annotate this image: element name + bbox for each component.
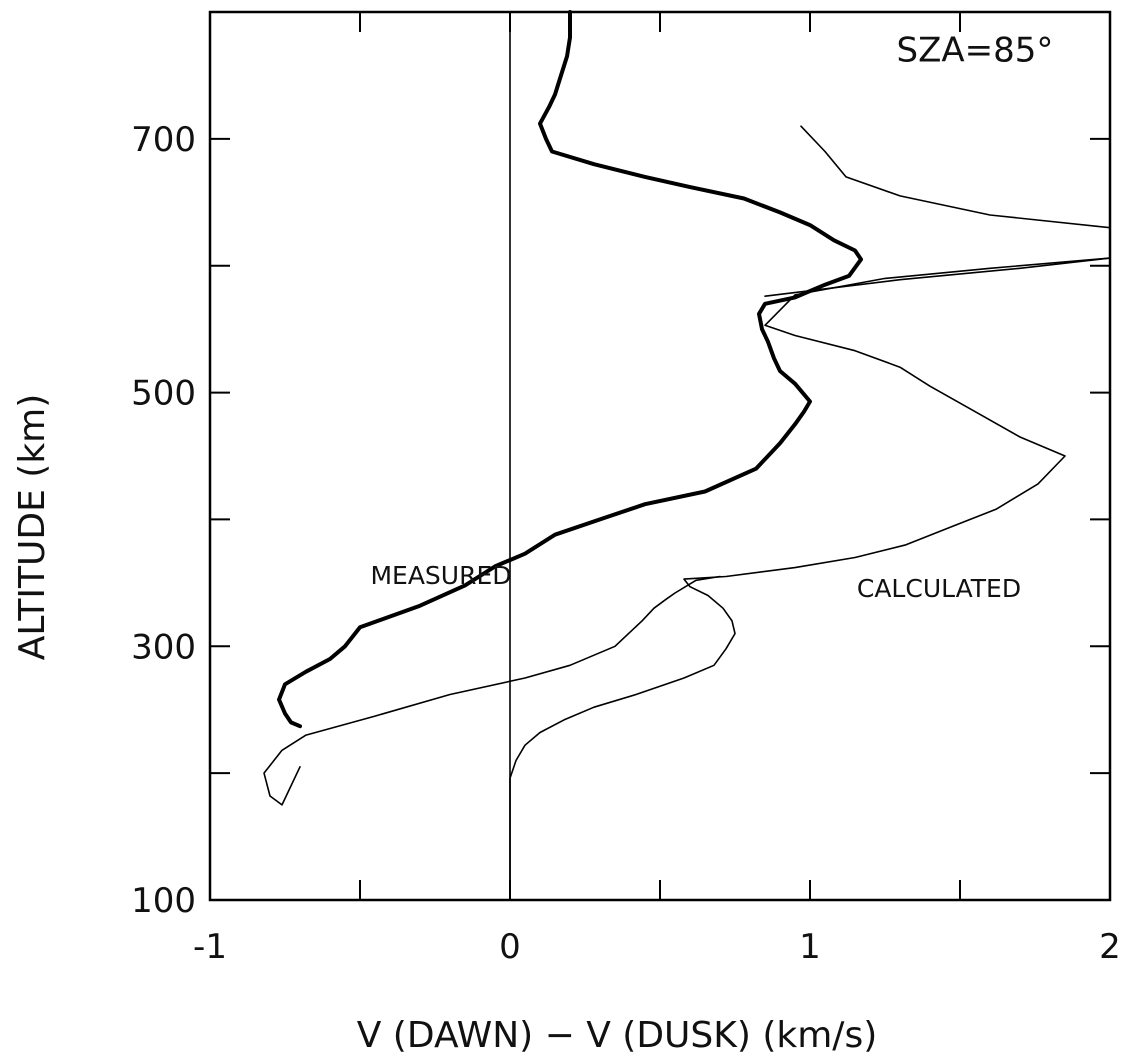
calculated-series-line-3: [800, 125, 1111, 229]
y-tick-label: 100: [131, 881, 196, 921]
y-tick-label: 700: [131, 120, 196, 160]
measured-series-line: [277, 10, 863, 729]
calculated-series-line-1: [509, 257, 1111, 901]
x-tick-labels: -1 0 1 2: [193, 927, 1121, 967]
x-axis-title: V (DAWN) − V (DUSK) (km/s): [357, 1015, 878, 1056]
x-tick-label: 2: [1099, 927, 1121, 967]
y-tick-labels: 100 300 500 700: [131, 120, 196, 921]
annotation-label: CALCULATED: [857, 574, 1021, 603]
annotation-label: MEASURED: [370, 561, 511, 590]
plot-frame: [208, 10, 1112, 902]
y-tick-label: 500: [131, 374, 196, 414]
y-axis-title: ALTITUDE (km): [12, 394, 53, 661]
x-tick-label: 1: [799, 927, 821, 967]
x-tick-label: 0: [499, 927, 521, 967]
y-tick-label: 300: [131, 627, 196, 667]
series-layer: [263, 10, 1111, 901]
plot-border: [208, 10, 1112, 902]
axis-ticks: [209, 12, 1111, 901]
calculated-series-line-4: [263, 575, 721, 806]
annotation-label: SZA=85°: [897, 30, 1054, 70]
annotations: SZA=85° MEASURED CALCULATED: [370, 30, 1053, 602]
x-tick-label: -1: [193, 927, 227, 967]
calculated-series-line-2: [764, 257, 1111, 298]
